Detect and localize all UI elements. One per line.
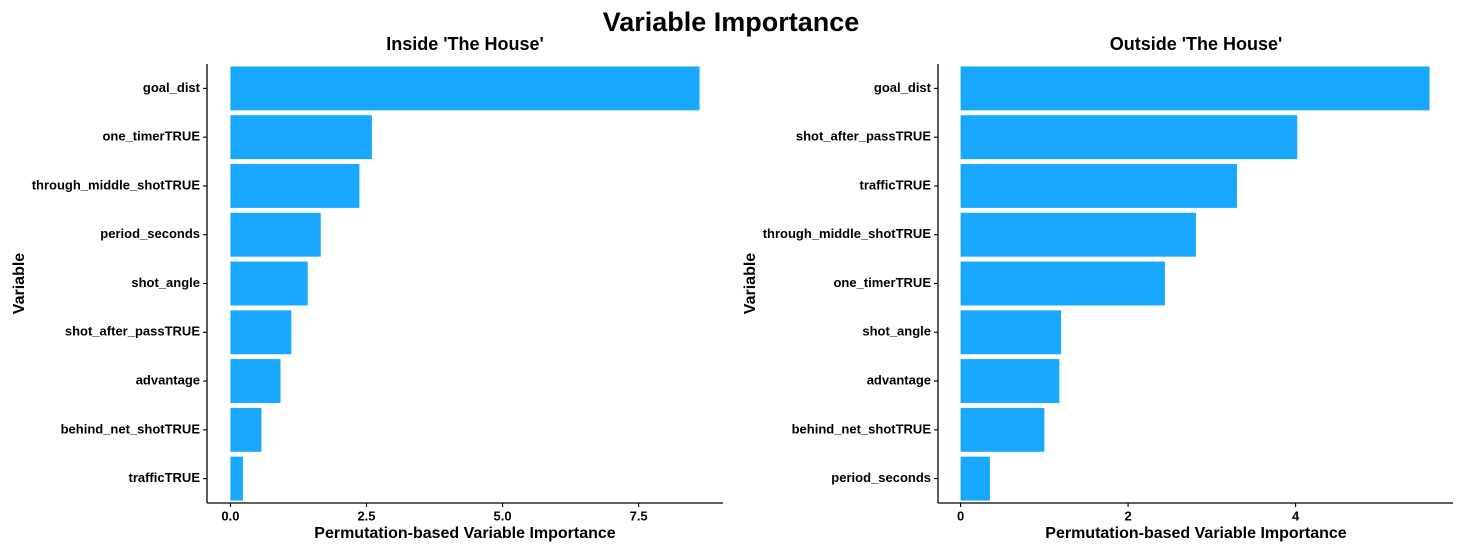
y-axis-title: Variable xyxy=(11,253,28,314)
y-tick-label-shot_after_passTRUE: shot_after_passTRUE xyxy=(796,129,931,144)
chart-panel-2: Outside 'The House' goal_dist shot_after_p… xyxy=(742,34,1453,542)
y-tick-label-shot_angle: shot_angle xyxy=(862,324,931,339)
y-tick-label-one_timerTRUE: one_timerTRUE xyxy=(102,129,200,144)
bar-goal_dist xyxy=(230,66,700,111)
bar-one_timerTRUE xyxy=(230,115,372,160)
y-tick-label-goal_dist: goal_dist xyxy=(143,80,201,95)
bar-goal_dist xyxy=(960,66,1430,111)
x-tick-label: 2.5 xyxy=(357,508,375,523)
y-tick-label-shot_after_passTRUE: shot_after_passTRUE xyxy=(65,324,200,339)
bar-shot_after_passTRUE xyxy=(960,115,1298,160)
x-tick-label: 0 xyxy=(957,508,964,523)
bar-behind_net_shotTRUE xyxy=(230,407,262,452)
bar-one_timerTRUE xyxy=(960,261,1165,306)
bar-shot_angle xyxy=(960,310,1062,355)
bar-period_seconds xyxy=(960,456,990,501)
panel-title: Inside 'The House' xyxy=(386,34,544,54)
y-tick-label-through_middle_shotTRUE: through_middle_shotTRUE xyxy=(32,177,201,192)
y-tick-label-advantage: advantage xyxy=(136,372,200,387)
y-tick-label-one_timerTRUE: one_timerTRUE xyxy=(833,275,931,290)
y-tick-label-through_middle_shotTRUE: through_middle_shotTRUE xyxy=(763,226,932,241)
bar-shot_angle xyxy=(230,261,308,306)
bar-shot_after_passTRUE xyxy=(230,310,292,355)
bar-advantage xyxy=(230,359,281,404)
y-tick-label-period_seconds: period_seconds xyxy=(831,470,931,485)
y-tick-label-period_seconds: period_seconds xyxy=(100,226,200,241)
y-axis-title: Variable xyxy=(742,253,759,314)
y-tick-label-shot_angle: shot_angle xyxy=(131,275,200,290)
y-tick-label-behind_net_shotTRUE: behind_net_shotTRUE xyxy=(61,421,201,436)
bar-through_middle_shotTRUE xyxy=(230,163,360,208)
bar-period_seconds xyxy=(230,212,321,257)
x-tick-label: 5.0 xyxy=(494,508,512,523)
x-tick-label: 4 xyxy=(1292,508,1300,523)
y-tick-label-trafficTRUE: trafficTRUE xyxy=(859,177,931,192)
bar-through_middle_shotTRUE xyxy=(960,212,1196,257)
x-tick-label: 2 xyxy=(1124,508,1131,523)
bar-behind_net_shotTRUE xyxy=(960,407,1045,452)
x-tick-label: 7.5 xyxy=(630,508,648,523)
y-tick-label-trafficTRUE: trafficTRUE xyxy=(128,470,200,485)
y-tick-label-behind_net_shotTRUE: behind_net_shotTRUE xyxy=(792,421,932,436)
x-axis-title: Permutation-based Variable Importance xyxy=(314,525,616,542)
chart-panel-1: Inside 'The House' goal_dist one_timerTRUE… xyxy=(11,34,723,542)
bar-trafficTRUE xyxy=(960,163,1237,208)
y-tick-label-advantage: advantage xyxy=(867,372,931,387)
y-tick-label-goal_dist: goal_dist xyxy=(874,80,932,95)
bar-advantage xyxy=(960,359,1060,404)
x-axis-title: Permutation-based Variable Importance xyxy=(1045,525,1347,542)
chart-main-title: Variable Importance xyxy=(603,7,860,37)
bar-trafficTRUE xyxy=(230,456,243,501)
panel-title: Outside 'The House' xyxy=(1110,34,1283,54)
x-tick-label: 0.0 xyxy=(221,508,239,523)
